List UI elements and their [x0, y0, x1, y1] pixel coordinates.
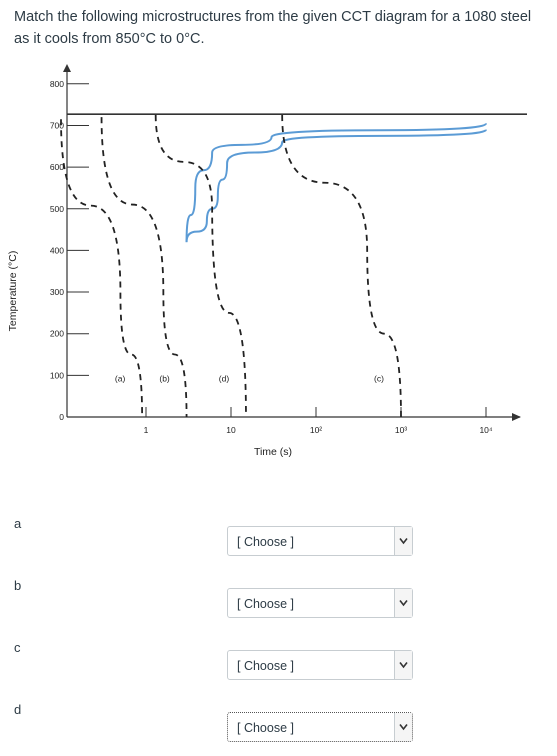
cooling-path-label: (b) [159, 374, 170, 384]
x-tick-label: 10² [310, 425, 322, 435]
match-row-c: c [ Choose ] [0, 640, 557, 680]
x-tick-label: 10³ [395, 425, 407, 435]
x-axis-title: Time (s) [254, 446, 292, 458]
y-tick-label: 800 [50, 79, 64, 89]
row-letter: c [14, 640, 21, 655]
x-tick-label: 10 [226, 425, 236, 435]
cct-diagram: 0 100 200 300 400 500 600 700 800 1 10 10² 10³ 10⁴ Tim… [7, 64, 527, 458]
y-tick-label: 500 [50, 204, 64, 214]
select-d[interactable]: [ Choose ] [227, 712, 413, 742]
cooling-path-label: (d) [219, 374, 230, 384]
y-tick-label: 700 [50, 120, 64, 130]
match-row-d: d [ Choose ] [0, 702, 557, 742]
cooling-path [60, 119, 144, 418]
chevron-down-icon [394, 589, 412, 617]
row-letter: b [14, 578, 22, 593]
cooling-path-label: (c) [374, 374, 384, 384]
y-tick-label: 400 [50, 245, 64, 255]
select-value: [ Choose ] [237, 535, 294, 549]
select-c[interactable]: [ Choose ] [227, 650, 413, 680]
row-letter: d [14, 702, 22, 717]
match-row-b: b [ Choose ] [0, 578, 557, 618]
y-tick-label: 300 [50, 287, 64, 297]
chevron-down-icon [394, 527, 412, 555]
y-tick-label: 100 [50, 370, 64, 380]
y-tick-label: 0 [59, 412, 64, 422]
y-tick-label: 600 [50, 162, 64, 172]
select-value: [ Choose ] [237, 659, 294, 673]
select-b[interactable]: [ Choose ] [227, 588, 413, 618]
match-row-a: a [ Choose ] [0, 516, 557, 556]
cooling-path [100, 117, 188, 418]
y-axis-arrow [63, 64, 71, 72]
x-axis-arrow [512, 413, 521, 421]
x-tick-label: 10⁴ [479, 425, 492, 435]
select-a[interactable]: [ Choose ] [227, 526, 413, 556]
x-tick-label: 1 [144, 425, 149, 435]
transformation-curve-start [185, 122, 487, 243]
cooling-path [281, 115, 402, 418]
question-text: Match the following microstructures from… [14, 9, 532, 47]
y-axis-title: Temperature (°C) [7, 251, 19, 332]
transformation-curve-finish [185, 128, 487, 243]
cooling-path-label: (a) [115, 374, 126, 384]
row-letter: a [14, 516, 22, 531]
select-value: [ Choose ] [237, 597, 294, 611]
chevron-down-icon [394, 651, 412, 679]
cooling-path [154, 115, 247, 418]
chevron-down-icon [394, 713, 412, 741]
select-value: [ Choose ] [237, 721, 294, 735]
y-tick-label: 200 [50, 329, 64, 339]
